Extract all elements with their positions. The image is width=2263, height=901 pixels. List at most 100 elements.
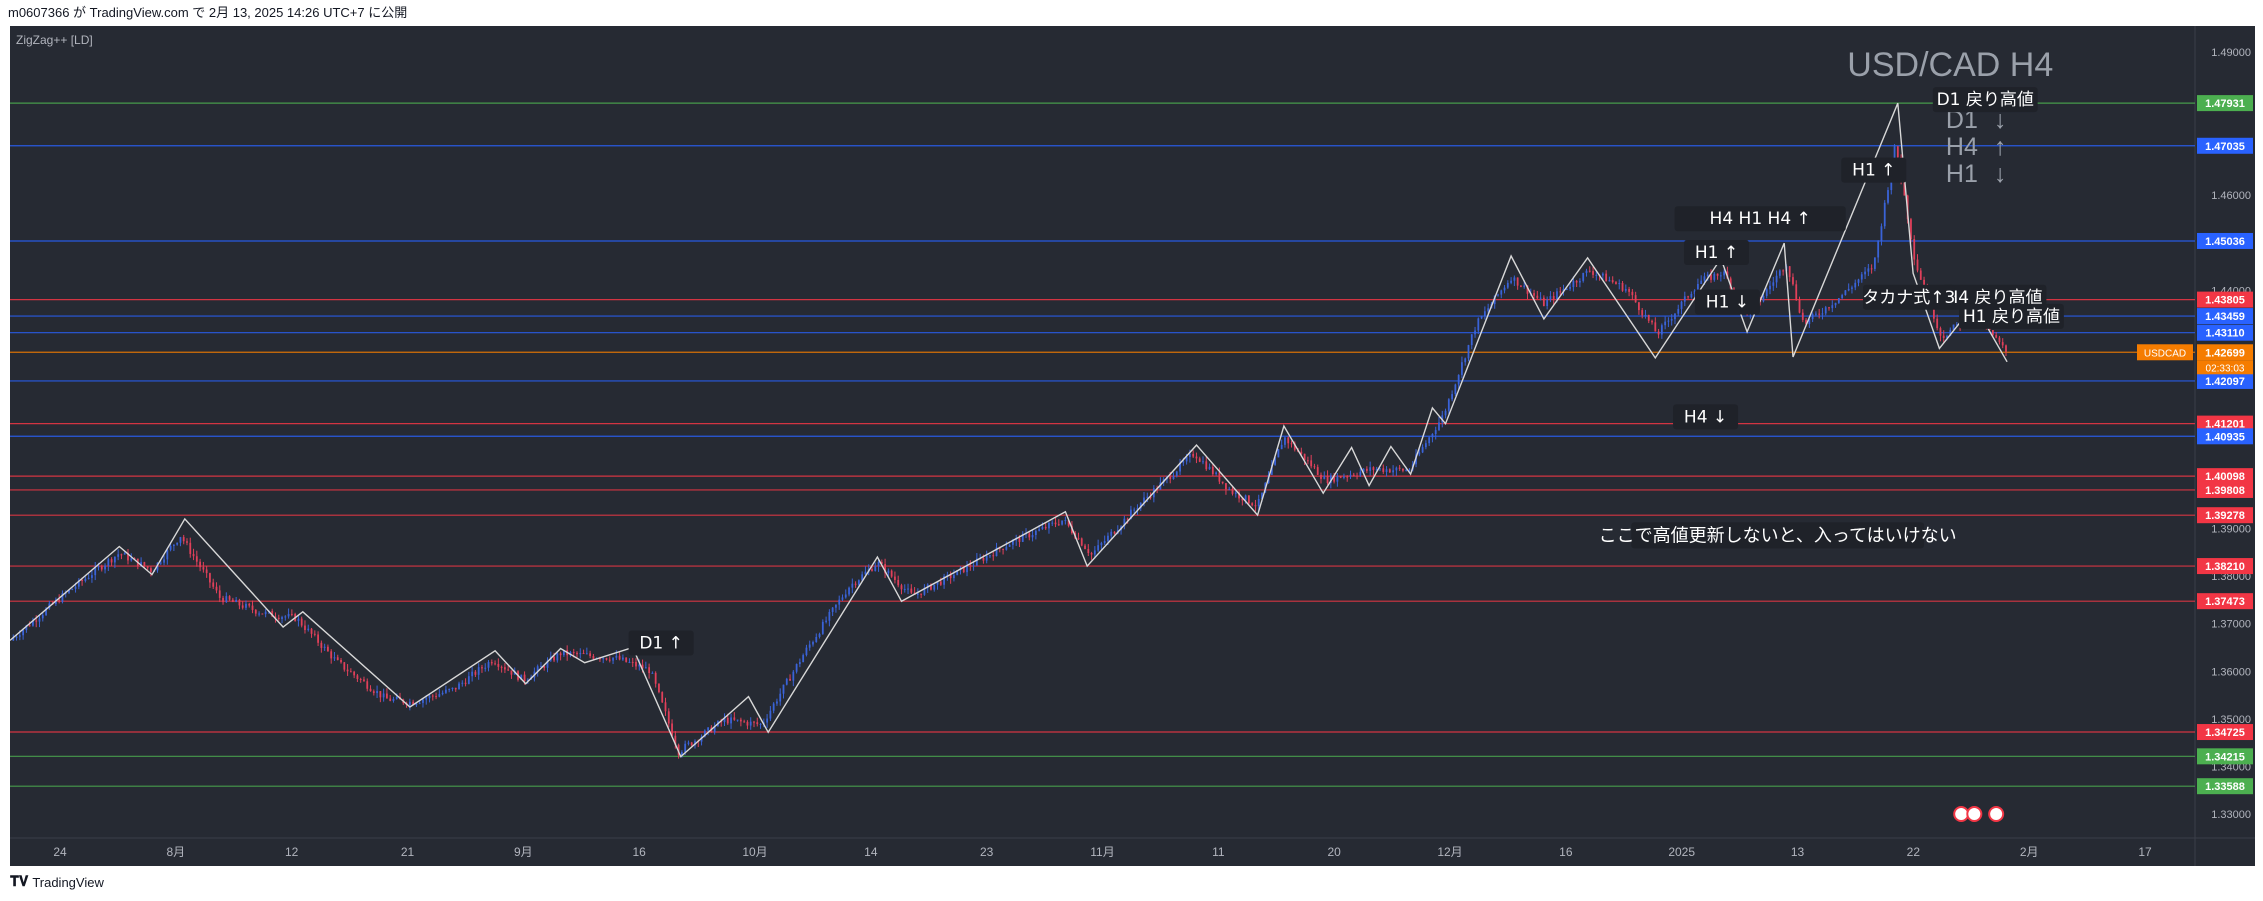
candle-body xyxy=(12,637,15,641)
candle-body xyxy=(195,556,198,562)
candle-body xyxy=(300,618,303,626)
candle-body xyxy=(1280,444,1283,450)
ann-h4-h1-h4: H4 H1 H4 ↑ xyxy=(1674,206,1846,232)
footer-brand: TradingView xyxy=(32,874,104,890)
price-badge-label: 1.47035 xyxy=(2205,141,2245,153)
candle-body xyxy=(1034,530,1037,536)
candle-body xyxy=(186,541,188,543)
candle-body xyxy=(1097,545,1100,551)
candle-body xyxy=(1828,307,1830,309)
candle-body xyxy=(113,556,116,563)
candle-body xyxy=(1903,178,1906,196)
candle-body xyxy=(467,676,470,684)
candle-body xyxy=(1012,540,1014,545)
candle-body xyxy=(251,605,254,610)
candle-body xyxy=(1123,518,1126,527)
candle-body xyxy=(1438,422,1440,431)
candle-body xyxy=(1510,280,1512,283)
candle-body xyxy=(890,570,893,577)
candle-body xyxy=(759,724,762,726)
candle-body xyxy=(743,721,746,723)
candle-body xyxy=(1149,496,1152,498)
ann-d1-high-bg xyxy=(1932,87,2038,113)
candle-body xyxy=(930,584,932,590)
candle-body xyxy=(1497,294,1499,296)
candle-body xyxy=(159,562,162,564)
candle-body xyxy=(700,736,703,742)
candle-body xyxy=(1569,287,1571,289)
candle-body xyxy=(1995,335,1998,338)
candle-body xyxy=(1533,293,1535,296)
candle-body xyxy=(1064,520,1067,522)
y-tick-label: 1.38000 xyxy=(2211,571,2251,583)
price-badge: 1.41201 xyxy=(2197,415,2253,432)
candle-body xyxy=(1293,443,1296,450)
candle-body xyxy=(1179,462,1181,472)
candle-body xyxy=(1877,240,1880,258)
candle-body xyxy=(582,653,585,655)
candle-body xyxy=(1546,299,1549,306)
candle-body xyxy=(1470,334,1473,346)
x-tick-label: 16 xyxy=(632,845,646,859)
candle-body xyxy=(903,588,906,590)
candle-body xyxy=(1021,533,1024,542)
candle-body xyxy=(1480,316,1483,319)
candle-body xyxy=(933,584,936,590)
candle-body xyxy=(2001,342,2004,346)
price-badge: 1.43459 xyxy=(2197,308,2253,325)
candle-body xyxy=(1457,374,1460,385)
candle-body xyxy=(1792,277,1794,285)
candle-body xyxy=(1126,518,1129,520)
candle-body xyxy=(477,667,480,675)
candle-body xyxy=(359,679,362,681)
candle-body xyxy=(382,693,385,698)
candle-body xyxy=(1225,483,1227,490)
candle-body xyxy=(1464,358,1467,363)
candle-body xyxy=(667,711,670,724)
candle-body xyxy=(1189,453,1191,458)
candle-body xyxy=(1805,319,1807,325)
price-badge: 1.39808 xyxy=(2197,481,2253,498)
y-tick-label: 1.33000 xyxy=(2211,809,2251,821)
candle-body xyxy=(169,545,172,550)
candle-body xyxy=(772,703,775,711)
candle-body xyxy=(1431,434,1434,438)
candle-body xyxy=(1172,475,1175,480)
candle-body xyxy=(1477,318,1480,331)
ann-h4-high-text: H4 戻り高値 xyxy=(1945,288,2042,308)
candle-body xyxy=(690,742,693,746)
candle-body xyxy=(41,615,44,619)
ann-d1-high: D1 戻り高値 xyxy=(1932,87,2038,113)
ann-takana-text: タカナ式↑3 xyxy=(1862,288,1955,308)
chart-frame[interactable]: ZigZag++ [LD] 1.49000 1.46000 1.44000 1.3900… xyxy=(10,26,2260,866)
candle-body xyxy=(1608,280,1611,282)
candle-body xyxy=(1028,533,1031,538)
x-tick-label: 23 xyxy=(980,845,994,859)
candle-body xyxy=(592,656,595,659)
candle-body xyxy=(1916,259,1919,271)
candle-body xyxy=(1556,291,1558,300)
candle-body xyxy=(1018,537,1021,542)
candle-body xyxy=(1303,453,1306,461)
candle-body xyxy=(1261,492,1263,500)
us-flag-icon xyxy=(1953,806,1970,822)
candle-body xyxy=(995,547,998,557)
candle-body xyxy=(1565,288,1568,290)
candle-body xyxy=(680,751,683,756)
chart-svg[interactable]: ZigZag++ [LD]1.490001.460001.440001.3900… xyxy=(10,26,2260,866)
candle-body xyxy=(1769,285,1771,290)
candle-body xyxy=(1513,277,1516,281)
price-badge-label: 1.43110 xyxy=(2205,328,2244,340)
candle-body xyxy=(1316,467,1319,475)
ca-flag-icon xyxy=(1988,806,2005,822)
candle-body xyxy=(461,682,464,684)
candle-body xyxy=(474,671,477,675)
candle-body xyxy=(497,663,500,667)
candle-body xyxy=(228,596,231,600)
candle-body xyxy=(1772,282,1775,286)
candle-body xyxy=(838,599,841,605)
candle-body xyxy=(854,583,857,585)
candle-body xyxy=(1277,449,1280,458)
candle-body xyxy=(1175,471,1178,476)
candle-body xyxy=(1038,529,1041,531)
